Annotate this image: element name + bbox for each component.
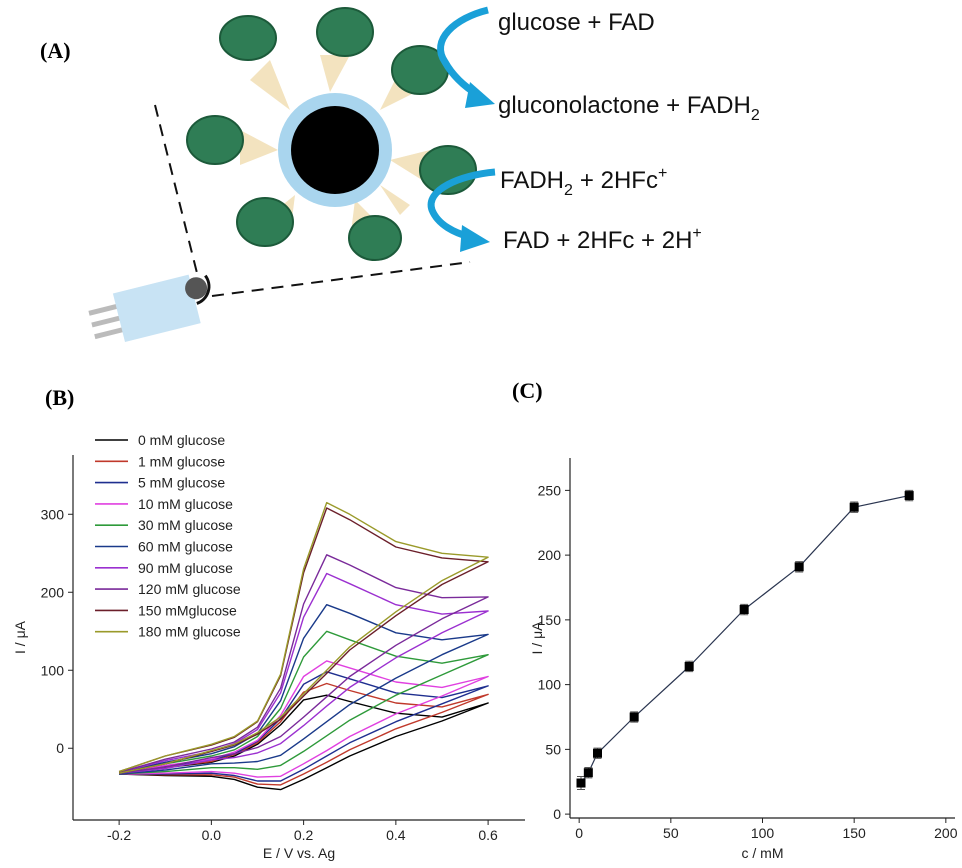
reaction: gluconolactone + FADH2 (498, 92, 760, 124)
panel-label: (A) (40, 38, 71, 63)
reaction-text: FAD + 2HFc + 2H (503, 227, 692, 254)
x-axis-title: E / V vs. Ag (263, 845, 335, 861)
y-tick-label: 50 (545, 741, 561, 757)
reaction-text: FADH (500, 167, 564, 194)
y-tick-label: 100 (41, 662, 65, 678)
marker (850, 503, 859, 512)
y-axis-title: I / μA (12, 620, 28, 654)
marker (795, 562, 804, 571)
arrows (431, 10, 495, 237)
x-tick-label: 50 (663, 825, 679, 841)
x-tick-label: 0.0 (202, 827, 222, 843)
marker (685, 662, 694, 671)
reaction: FAD + 2HFc + 2H+ (503, 225, 702, 254)
y-tick-label: 100 (538, 677, 562, 693)
x-tick-label: 0.2 (294, 827, 314, 843)
y-tick-label: 200 (41, 584, 65, 600)
reaction-text: glucose + FAD (498, 9, 655, 36)
marker (905, 491, 914, 500)
subscript: 2 (751, 107, 760, 124)
electrode (86, 270, 218, 348)
x-tick-label: 0.4 (386, 827, 406, 843)
legend-label: 150 mMglucose (138, 602, 237, 618)
marker (740, 605, 749, 614)
panel-label: (C) (512, 378, 543, 403)
reaction-text: gluconolactone + FADH (498, 92, 751, 119)
reaction: FADH2 + 2HFc+ (500, 165, 667, 199)
fit-line (581, 496, 909, 783)
y-tick-label: 300 (41, 506, 65, 522)
reaction-text: + 2HFc (580, 167, 658, 194)
legend-label: 5 mM glucose (138, 475, 225, 491)
diagram: (A) glu (40, 8, 760, 349)
x-tick-label: 100 (751, 825, 775, 841)
figure: (A) glu (0, 0, 962, 868)
legend-label: 90 mM glucose (138, 560, 233, 576)
superscript: + (692, 225, 701, 242)
marker (577, 779, 586, 788)
particle-core (291, 106, 379, 194)
legend-label: 180 mM glucose (138, 624, 241, 640)
x-tick-label: 200 (934, 825, 958, 841)
x-tick-label: 150 (842, 825, 866, 841)
legend-label: 1 mM glucose (138, 453, 225, 469)
y-tick-label: 200 (538, 547, 562, 563)
y-axis-title: I / μA (529, 621, 545, 655)
y-tick-label: 250 (538, 482, 562, 498)
x-tick-label: 0 (575, 825, 583, 841)
legend-label: 10 mM glucose (138, 496, 233, 512)
legend-label: 30 mM glucose (138, 517, 233, 533)
cv-curve (119, 631, 488, 774)
superscript: + (658, 165, 667, 182)
y-tick-label: 0 (56, 740, 64, 756)
y-tick-label: 0 (553, 806, 561, 822)
marker (630, 712, 639, 721)
legend-label: 0 mM glucose (138, 432, 225, 448)
dashed-line (212, 262, 470, 296)
chart: (B) -0.2 0.0 0.2 0.4 0.6 0 100 200 300 E / V vs. A… (12, 385, 525, 861)
subscript: 2 (564, 182, 573, 199)
x-tick-label: 0.6 (478, 827, 498, 843)
panel-label: (B) (45, 385, 74, 410)
marker (584, 768, 593, 777)
x-axis-title: c / mM (742, 845, 784, 861)
legend-label: 120 mM glucose (138, 581, 241, 597)
legend-label: 60 mM glucose (138, 539, 233, 555)
x-tick-label: -0.2 (107, 827, 131, 843)
reaction: glucose + FAD (498, 9, 655, 36)
marker (593, 749, 602, 758)
